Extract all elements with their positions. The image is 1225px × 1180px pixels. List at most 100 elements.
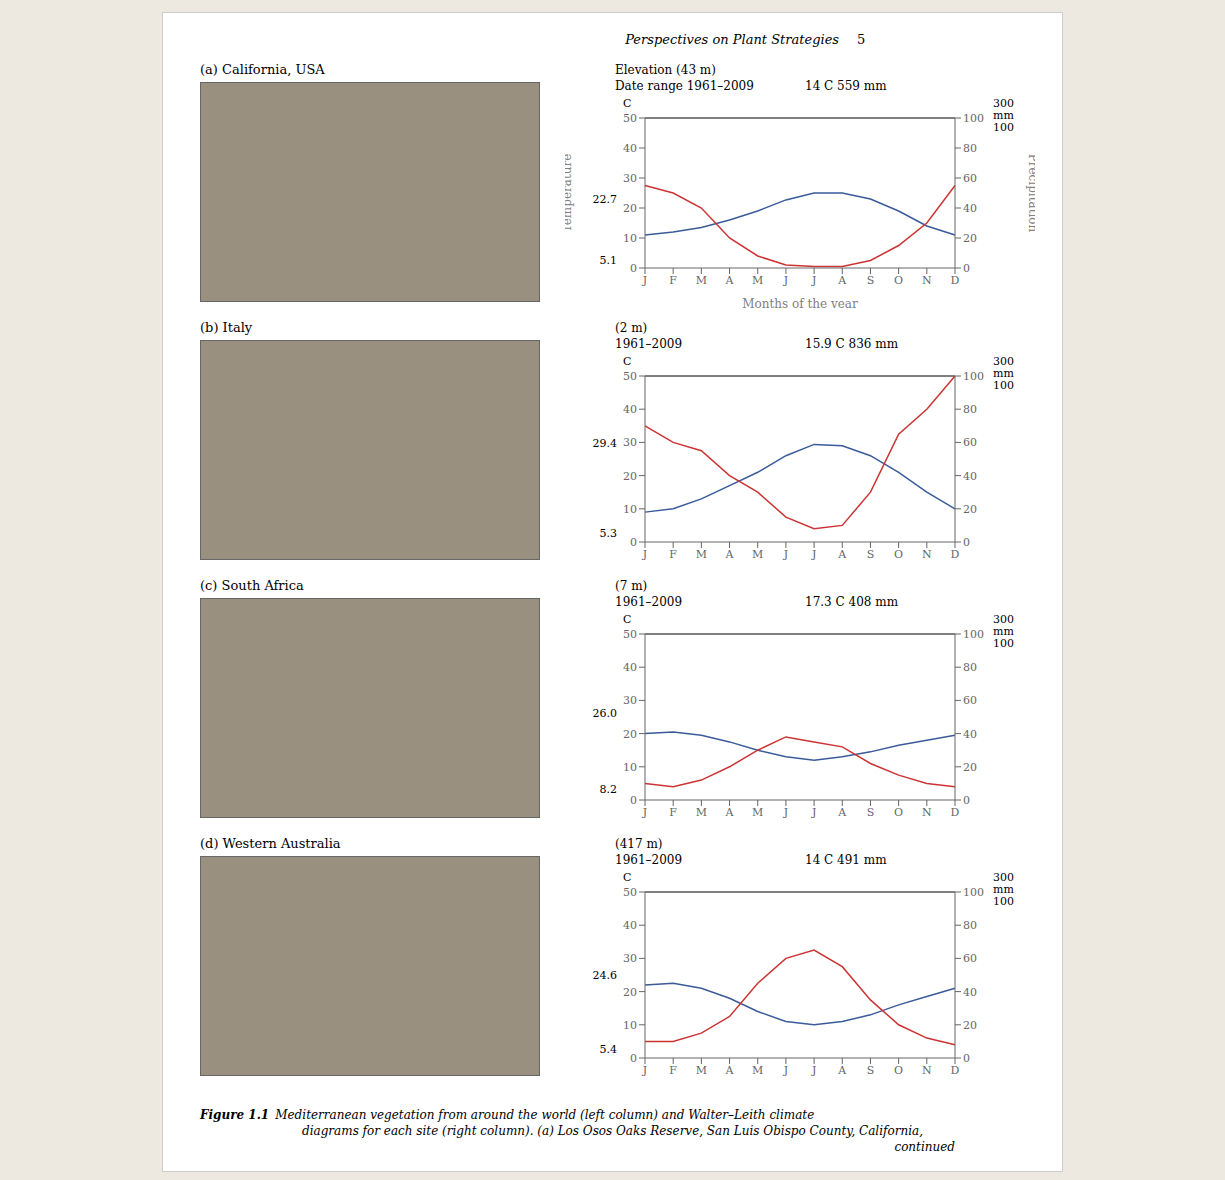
svg-text:M: M [752, 274, 763, 287]
svg-text:O: O [894, 548, 903, 561]
svg-text:S: S [867, 274, 875, 287]
svg-text:N: N [922, 1064, 932, 1077]
svg-text:A: A [837, 806, 847, 819]
svg-text:60: 60 [963, 436, 977, 449]
svg-text:30: 30 [623, 694, 637, 707]
svg-text:A: A [725, 548, 735, 561]
svg-text:S: S [867, 806, 875, 819]
svg-text:D: D [951, 1064, 960, 1077]
svg-text:F: F [669, 274, 677, 287]
svg-text:40: 40 [963, 728, 977, 741]
svg-text:N: N [922, 806, 932, 819]
html-text:Perspectives on Plant Strategi: Perspectives on Plant Strategies [625, 32, 839, 47]
svg-text:20: 20 [963, 1019, 977, 1032]
svg-text:A: A [837, 274, 847, 287]
svg-text:J: J [811, 274, 816, 287]
svg-text:J: J [783, 1064, 788, 1077]
svg-text:100: 100 [963, 370, 984, 383]
svg-text:20: 20 [623, 470, 637, 483]
svg-text:10: 10 [623, 503, 637, 516]
svg-text:0: 0 [630, 536, 637, 549]
svg-text:80: 80 [963, 661, 977, 674]
svg-text:20: 20 [623, 202, 637, 215]
svg-text:A: A [725, 1064, 735, 1077]
svg-text:S: S [867, 1064, 875, 1077]
svg-text:O: O [894, 1064, 903, 1077]
svg-text:0: 0 [963, 536, 970, 549]
svg-text:A: A [725, 806, 735, 819]
svg-text:J: J [783, 806, 788, 819]
svg-text:40: 40 [623, 142, 637, 155]
svg-text:M: M [696, 274, 707, 287]
svg-text:60: 60 [963, 172, 977, 185]
svg-text:J: J [642, 274, 647, 287]
svg-text:100: 100 [963, 112, 984, 125]
svg-text:50: 50 [623, 628, 637, 641]
svg-text:40: 40 [623, 919, 637, 932]
svg-text:0: 0 [963, 1052, 970, 1065]
svg-text:80: 80 [963, 403, 977, 416]
svg-text:20: 20 [963, 232, 977, 245]
svg-text:0: 0 [963, 262, 970, 275]
svg-text:50: 50 [623, 370, 637, 383]
svg-text:J: J [783, 548, 788, 561]
svg-text:A: A [837, 1064, 847, 1077]
svg-text:30: 30 [623, 172, 637, 185]
svg-text:N: N [922, 548, 932, 561]
svg-text:0: 0 [963, 794, 970, 807]
svg-text:M: M [752, 548, 763, 561]
svg-text:30: 30 [623, 952, 637, 965]
svg-text:J: J [811, 806, 816, 819]
svg-text:A: A [725, 274, 735, 287]
svg-text:D: D [951, 806, 960, 819]
svg-text:20: 20 [623, 986, 637, 999]
svg-text:Precipitation: Precipitation [1026, 154, 1035, 233]
svg-text:M: M [752, 806, 763, 819]
svg-text:J: J [642, 1064, 647, 1077]
svg-text:40: 40 [623, 403, 637, 416]
svg-text:O: O [894, 806, 903, 819]
svg-text:30: 30 [623, 436, 637, 449]
svg-text:F: F [669, 548, 677, 561]
svg-text:60: 60 [963, 952, 977, 965]
svg-text:40: 40 [963, 986, 977, 999]
svg-text:20: 20 [963, 503, 977, 516]
svg-text:J: J [783, 274, 788, 287]
svg-text:J: J [811, 548, 816, 561]
svg-text:M: M [696, 1064, 707, 1077]
svg-text:M: M [752, 1064, 763, 1077]
svg-text:0: 0 [630, 1052, 637, 1065]
svg-text:40: 40 [963, 470, 977, 483]
svg-text:40: 40 [963, 202, 977, 215]
svg-text:J: J [642, 548, 647, 561]
svg-text:M: M [696, 548, 707, 561]
svg-text:10: 10 [623, 761, 637, 774]
svg-text:80: 80 [963, 142, 977, 155]
svg-text:100: 100 [963, 886, 984, 899]
svg-text:10: 10 [623, 1019, 637, 1032]
svg-text:40: 40 [623, 661, 637, 674]
svg-text:A: A [837, 548, 847, 561]
svg-text:O: O [894, 274, 903, 287]
svg-text:J: J [642, 806, 647, 819]
svg-text:J: J [811, 1064, 816, 1077]
svg-text:S: S [867, 548, 875, 561]
svg-text:50: 50 [623, 112, 637, 125]
svg-text:F: F [669, 806, 677, 819]
svg-text:0: 0 [630, 262, 637, 275]
svg-text:80: 80 [963, 919, 977, 932]
svg-text:N: N [922, 274, 932, 287]
svg-text:20: 20 [963, 761, 977, 774]
svg-text:D: D [951, 548, 960, 561]
svg-text:F: F [669, 1064, 677, 1077]
svg-text:20: 20 [623, 728, 637, 741]
svg-text:10: 10 [623, 232, 637, 245]
svg-text:Months of the year: Months of the year [742, 297, 858, 308]
svg-text:Temperature: Temperature [565, 154, 574, 233]
svg-text:60: 60 [963, 694, 977, 707]
svg-text:0: 0 [630, 794, 637, 807]
svg-text:50: 50 [623, 886, 637, 899]
svg-text:M: M [696, 806, 707, 819]
svg-text:D: D [951, 274, 960, 287]
svg-text:100: 100 [963, 628, 984, 641]
